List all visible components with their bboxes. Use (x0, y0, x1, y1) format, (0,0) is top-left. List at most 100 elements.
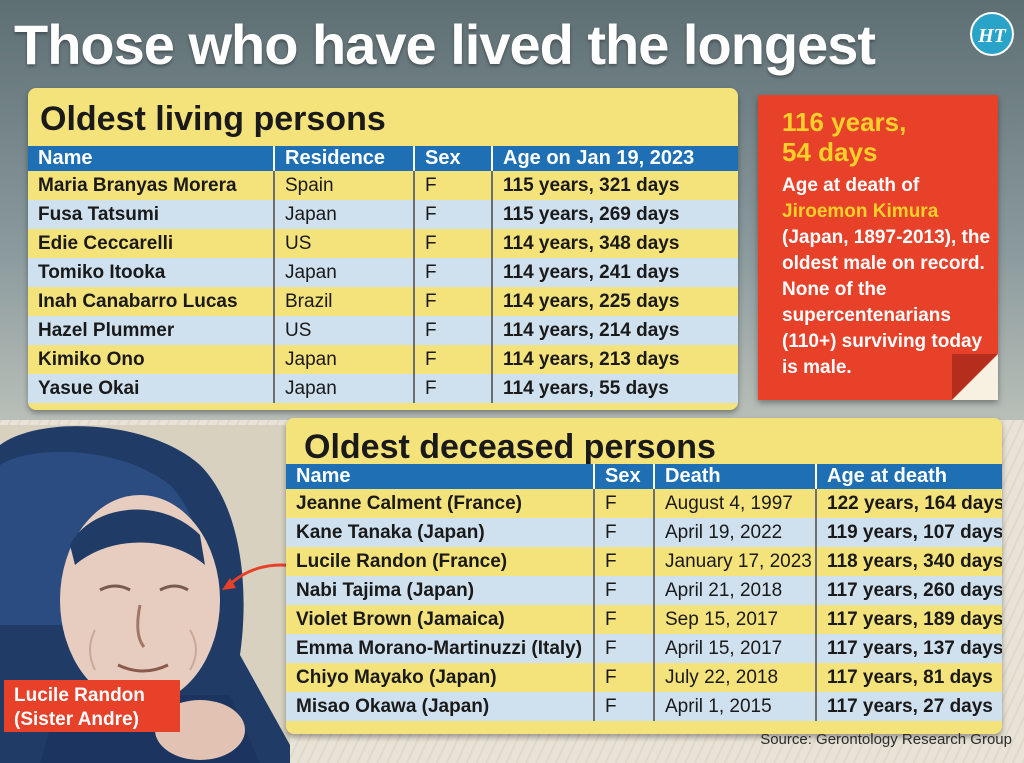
table-cell: Japan (274, 200, 415, 229)
table-row: Yasue Okai Japan F 114 years, 55 days (28, 374, 738, 403)
table-cell: Japan (274, 345, 415, 374)
table-cell: Hazel Plummer (28, 316, 275, 345)
table-cell: 117 years, 189 days (816, 605, 1002, 634)
table-cell: Spain (274, 171, 415, 200)
table-row: Jeanne Calment (France) F August 4, 1997 12… (286, 489, 1002, 518)
column-header: Name (28, 146, 275, 171)
table-row: Inah Canabarro Lucas Brazil F 114 years, 22… (28, 287, 738, 316)
table-header-row: Name Sex Death Age at death (286, 464, 1002, 489)
table-cell: Violet Brown (Jamaica) (286, 605, 595, 634)
table-cell: Kane Tanaka (Japan) (286, 518, 595, 547)
table-cell: 114 years, 348 days (492, 229, 738, 258)
table-row: Misao Okawa (Japan) F April 1, 2015 117 yea… (286, 692, 1002, 721)
table-row: Chiyo Mayako (Japan) F July 22, 2018 117 ye… (286, 663, 1002, 692)
table-row: Tomiko Itooka Japan F 114 years, 241 days (28, 258, 738, 287)
table-cell: US (274, 316, 415, 345)
table-row: Maria Branyas Morera Spain F 115 years, 321… (28, 171, 738, 200)
table-cell: 114 years, 213 days (492, 345, 738, 374)
table-cell: Yasue Okai (28, 374, 275, 403)
column-header: Name (286, 464, 595, 489)
table-cell: August 4, 1997 (654, 489, 817, 518)
table-cell: Nabi Tajima (Japan) (286, 576, 595, 605)
table-cell: F (594, 518, 655, 547)
table-cell: Tomiko Itooka (28, 258, 275, 287)
table-cell: April 1, 2015 (654, 692, 817, 721)
table-row: Violet Brown (Jamaica) F Sep 15, 2017 117 y… (286, 605, 1002, 634)
table-cell: F (594, 489, 655, 518)
column-header: Age on Jan 19, 2023 (492, 146, 738, 171)
table-cell: 117 years, 260 days (816, 576, 1002, 605)
table-cell: Fusa Tatsumi (28, 200, 275, 229)
column-header: Death (654, 464, 817, 489)
table-cell: 114 years, 241 days (492, 258, 738, 287)
table-cell: US (274, 229, 415, 258)
column-header: Sex (594, 464, 655, 489)
table-cell: Kimiko Ono (28, 345, 275, 374)
living-persons-panel: Oldest living persons Name Residence Sex… (28, 88, 738, 410)
portrait-photo (0, 425, 290, 763)
table-cell: Sep 15, 2017 (654, 605, 817, 634)
table-cell: F (414, 171, 493, 200)
table-row: Edie Ceccarelli US F 114 years, 348 days (28, 229, 738, 258)
ht-logo-icon: HT (970, 12, 1014, 56)
fact-card: 116 years, 54 days Age at death of Jiroe… (758, 95, 998, 400)
table-cell: Japan (274, 374, 415, 403)
table-cell: F (414, 200, 493, 229)
table-cell: 122 years, 164 days (816, 489, 1002, 518)
table-cell: F (414, 316, 493, 345)
column-header: Age at death (816, 464, 1002, 489)
table-cell: F (414, 258, 493, 287)
table-row: Hazel Plummer US F 114 years, 214 days (28, 316, 738, 345)
table-cell: Lucile Randon (France) (286, 547, 595, 576)
photo-caption-alias: (Sister Andre) (14, 709, 139, 730)
table-row: Fusa Tatsumi Japan F 115 years, 269 days (28, 200, 738, 229)
page-curl-icon (952, 354, 998, 400)
living-panel-title: Oldest living persons (40, 100, 386, 138)
fact-text-after: (Japan, 1897-2013), the oldest male on r… (782, 227, 991, 378)
deceased-panel-title: Oldest deceased persons (304, 428, 716, 466)
table-cell: 115 years, 321 days (492, 171, 738, 200)
fact-highlight-name: Jiroemon Kimura (782, 201, 939, 222)
living-persons-table: Name Residence Sex Age on Jan 19, 2023 M… (28, 146, 738, 403)
table-cell: F (594, 634, 655, 663)
table-cell: Misao Okawa (Japan) (286, 692, 595, 721)
table-cell: F (594, 576, 655, 605)
table-row: Lucile Randon (France) F January 17, 2023 1… (286, 547, 1002, 576)
table-cell: Edie Ceccarelli (28, 229, 275, 258)
table-cell: F (594, 692, 655, 721)
table-cell: Inah Canabarro Lucas (28, 287, 275, 316)
table-header-row: Name Residence Sex Age on Jan 19, 2023 (28, 146, 738, 171)
column-header: Residence (274, 146, 415, 171)
table-cell: 114 years, 55 days (492, 374, 738, 403)
table-cell: F (594, 547, 655, 576)
table-cell: 114 years, 225 days (492, 287, 738, 316)
fact-text-before: Age at death of (782, 175, 920, 196)
table-row: Nabi Tajima (Japan) F April 21, 2018 117 ye… (286, 576, 1002, 605)
table-cell: 114 years, 214 days (492, 316, 738, 345)
table-row: Kimiko Ono Japan F 114 years, 213 days (28, 345, 738, 374)
table-cell: 117 years, 137 days (816, 634, 1002, 663)
table-cell: 119 years, 107 days (816, 518, 1002, 547)
table-cell: July 22, 2018 (654, 663, 817, 692)
table-cell: F (414, 287, 493, 316)
table-cell: 118 years, 340 days (816, 547, 1002, 576)
table-row: Emma Morano-Martinuzzi (Italy) F April 15,… (286, 634, 1002, 663)
deceased-persons-panel: Oldest deceased persons Name Sex Death A… (286, 418, 1002, 734)
table-cell: F (414, 345, 493, 374)
portrait-illustration (0, 425, 290, 763)
photo-caption: Lucile Randon (Sister Andre) (4, 680, 180, 732)
table-cell: F (594, 663, 655, 692)
table-cell: Jeanne Calment (France) (286, 489, 595, 518)
table-cell: April 21, 2018 (654, 576, 817, 605)
fact-headline-line2: 54 days (782, 137, 878, 167)
source-note: Source: Gerontology Research Group (760, 731, 1012, 748)
table-cell: Chiyo Mayako (Japan) (286, 663, 595, 692)
table-cell: April 15, 2017 (654, 634, 817, 663)
table-cell: 117 years, 27 days (816, 692, 1002, 721)
deceased-persons-table: Name Sex Death Age at death Jeanne Calme… (286, 464, 1002, 721)
table-cell: January 17, 2023 (654, 547, 817, 576)
table-cell: Japan (274, 258, 415, 287)
table-cell: Brazil (274, 287, 415, 316)
table-cell: F (594, 605, 655, 634)
